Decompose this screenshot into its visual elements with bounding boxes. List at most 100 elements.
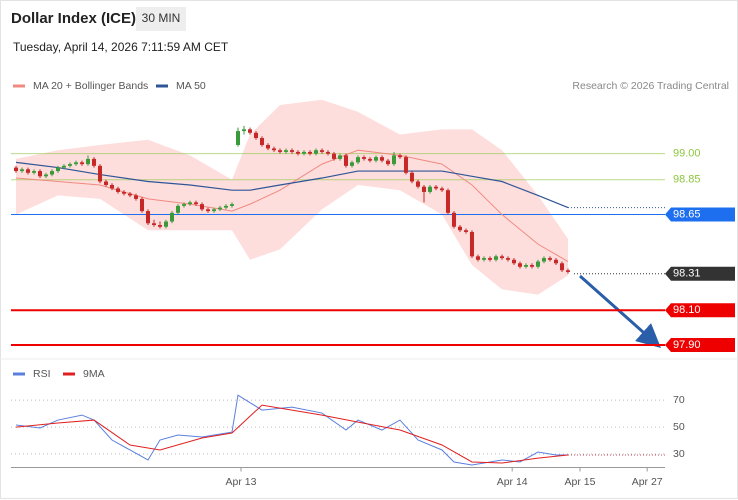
candle-body: [409, 172, 414, 182]
candle-body: [307, 151, 312, 154]
candle-body: [163, 221, 168, 227]
legend-label: 9MA: [83, 368, 105, 380]
candle-body: [169, 212, 174, 222]
candle-body: [193, 202, 198, 205]
candle-body: [343, 155, 348, 166]
candle-body: [43, 174, 48, 177]
candle-body: [457, 226, 462, 231]
candle-body: [391, 155, 396, 165]
candle-body: [529, 265, 534, 267]
candle-body: [157, 225, 162, 227]
y-tick-label: 30: [673, 448, 685, 460]
y-tick-label: 50: [673, 421, 685, 433]
candle-body: [397, 155, 402, 158]
candle-body: [451, 212, 456, 227]
candle-body: [73, 162, 78, 165]
candle-body: [91, 158, 96, 166]
candle-body: [61, 165, 66, 168]
candle-body: [37, 171, 42, 177]
candle-body: [103, 181, 108, 185]
x-tick-label: Apr 27: [632, 476, 663, 488]
candle-body: [511, 259, 516, 264]
credit: Research © 2026 Trading Central: [572, 80, 729, 92]
candle-body: [133, 195, 138, 199]
moving-average: [15, 161, 569, 209]
candle-body: [433, 186, 438, 189]
timestamp: Tuesday, April 14, 2026 7:11:59 AM CET: [13, 40, 229, 54]
candle-body: [385, 160, 390, 165]
candle-body: [337, 155, 342, 159]
candle-body: [439, 188, 444, 191]
candle-body: [127, 193, 132, 196]
candle-body: [121, 191, 126, 194]
candle-body: [229, 204, 234, 206]
series-line: [15, 394, 568, 466]
candle-body: [145, 211, 150, 224]
candle-body: [271, 148, 276, 151]
candle-body: [85, 158, 90, 165]
candle-body: [241, 129, 246, 132]
candle-body: [475, 256, 480, 260]
level-label-box: [665, 338, 735, 353]
candle-body: [25, 169, 30, 173]
candle-body: [247, 129, 252, 133]
candle-body: [445, 190, 450, 213]
candle-body: [289, 150, 294, 152]
timeframe-box[interactable]: [136, 7, 186, 31]
y-tick-label: 70: [673, 394, 685, 406]
candle-body: [463, 230, 468, 232]
candle-body: [517, 263, 522, 267]
candle-body: [109, 184, 114, 189]
x-tick-label: Apr 14: [497, 476, 528, 488]
candle-body: [325, 151, 330, 154]
price-panel: MA 20 + Bollinger Bands MA 50 99.00 98.85 98…: [11, 80, 735, 353]
candle-body: [283, 150, 288, 152]
candle-body: [253, 132, 258, 139]
candle-body: [295, 151, 300, 154]
candle-body: [211, 209, 216, 212]
candle-body: [559, 263, 564, 271]
candle-body: [547, 258, 552, 260]
candle-body: [139, 198, 144, 212]
level-label: 98.85: [673, 174, 701, 186]
level-label-box: [665, 207, 735, 222]
candle-body: [319, 150, 324, 152]
candle-body: [493, 256, 498, 260]
level-label: 98.10: [673, 304, 701, 316]
candle-body: [199, 204, 204, 210]
candle-body: [14, 167, 18, 172]
candle-body: [49, 171, 54, 175]
timeframe[interactable]: 30 MIN: [142, 11, 181, 25]
level-label: 99.00: [673, 148, 701, 160]
candle-body: [427, 186, 432, 192]
candle-body: [535, 261, 540, 267]
candle-body: [415, 181, 420, 187]
candle-body: [553, 259, 558, 264]
candle-body: [541, 258, 546, 262]
legend-label: MA 20 + Bollinger Bands: [33, 80, 148, 92]
candle-body: [151, 223, 156, 225]
bollinger-band: [16, 99, 568, 295]
x-tick-label: Apr 13: [226, 476, 257, 488]
candle-body: [55, 167, 60, 172]
legend-swatch: [13, 372, 25, 376]
candle-body: [373, 157, 378, 161]
candle-body: [115, 188, 120, 192]
candle-body: [31, 171, 36, 173]
candle-body: [265, 144, 270, 149]
candle-body: [79, 162, 84, 165]
candle-body: [361, 157, 366, 159]
candle-body: [205, 209, 210, 212]
rsi-panel: RSI 9MA 70 50 30 Apr 13 Apr 14 Apr 15 Apr 27: [11, 368, 685, 488]
forecast-arrow: [579, 274, 661, 348]
candle-body: [223, 205, 228, 208]
legend-swatch: [13, 84, 25, 88]
level-label: 97.90: [673, 339, 701, 351]
candle-body: [313, 150, 318, 154]
candle-body: [565, 270, 570, 272]
candle-body: [349, 162, 354, 166]
candle-body: [523, 265, 528, 267]
candle-body: [259, 138, 264, 145]
candle-body: [505, 258, 510, 260]
candle-body: [403, 157, 408, 173]
